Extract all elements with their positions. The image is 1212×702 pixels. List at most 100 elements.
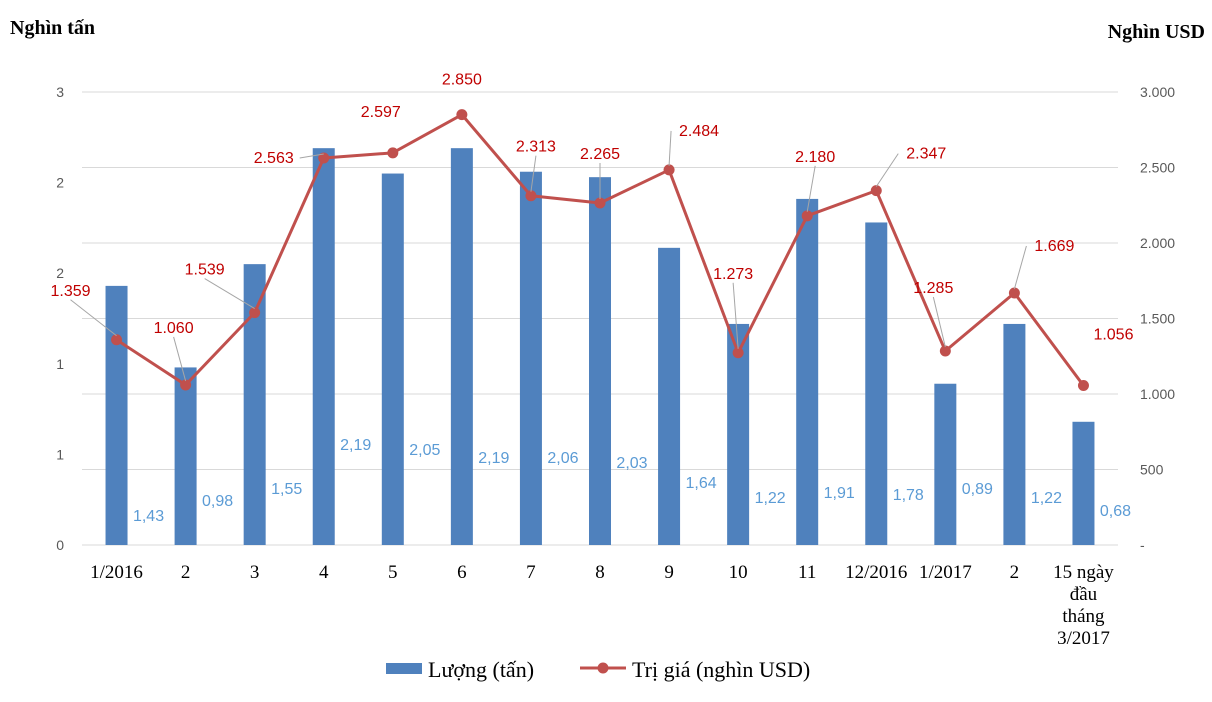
bar	[519, 171, 542, 545]
leader-line	[70, 299, 117, 337]
bar	[796, 198, 819, 545]
legend: Lượng (tấn) Trị giá (nghìn USD)	[386, 657, 810, 682]
line-data-label: 2.313	[516, 139, 556, 156]
x-tick-label: 11	[798, 562, 816, 583]
bar	[174, 367, 197, 545]
line-data-label: 1.539	[185, 262, 225, 279]
y-left-tick-label: 3	[56, 84, 64, 100]
y-left-tick-label: 0	[56, 537, 64, 553]
line-marker	[732, 347, 744, 359]
leader-line	[668, 130, 672, 166]
leader-line	[732, 282, 739, 349]
y-right-tick-label: 2.000	[1140, 235, 1175, 251]
bar-series	[105, 148, 1095, 546]
line-data-label: 1.273	[713, 266, 753, 283]
bar-data-label: 1,78	[893, 487, 924, 504]
bar-data-label: 1,64	[685, 475, 716, 492]
line-data-label: 2.265	[580, 146, 620, 163]
bar-data-label: 0,98	[202, 493, 233, 510]
x-tick-label: 1/2017	[919, 562, 972, 583]
line-data-label: 2.850	[442, 72, 482, 89]
line-marker	[939, 345, 951, 357]
line-data-labels: 1.359 1.060 1.539 2.563 2.597 2.850 2.313 2.265…	[51, 72, 1134, 344]
leader-line	[932, 296, 946, 348]
line-data-label: 1.285	[913, 280, 953, 297]
bar-data-label: 0,68	[1100, 503, 1131, 520]
y-left-tick-label: 1	[56, 356, 64, 372]
leader-line	[173, 336, 187, 382]
x-tick-label: 15 ngày đầu tháng 3/2017	[1053, 562, 1114, 649]
bar-data-label: 1,55	[271, 481, 302, 498]
y-right-tick-label: -	[1140, 537, 1145, 553]
bar-data-label: 1,22	[1031, 490, 1062, 507]
bar	[450, 148, 473, 545]
bar	[312, 148, 335, 545]
bar-data-label: 1,91	[824, 485, 855, 502]
bar-data-label: 1,22	[755, 490, 786, 507]
legend-label-bar: Lượng (tấn)	[428, 657, 534, 682]
line-marker	[180, 379, 192, 391]
x-tick-label: 9	[664, 562, 674, 583]
line-marker	[456, 109, 468, 121]
bar	[934, 383, 957, 545]
line-data-label: 2.347	[906, 146, 946, 163]
leader-line	[875, 153, 899, 187]
y-right-tick-labels: - 500 1.000 1.500 2.000 2.500 3.000	[1140, 84, 1175, 553]
bar	[105, 285, 128, 545]
x-tick-label: 2	[1010, 562, 1020, 583]
line-marker	[801, 210, 813, 222]
x-tick-label: 5	[388, 562, 398, 583]
bar	[381, 173, 404, 546]
legend-label-line: Trị giá (nghìn USD)	[632, 657, 810, 682]
leader-line	[806, 165, 816, 212]
bar-data-label: 2,19	[340, 437, 371, 454]
line-marker	[318, 152, 330, 164]
x-tick-label: 10	[729, 562, 748, 583]
bar	[727, 323, 750, 545]
y-left-tick-label: 1	[56, 446, 64, 462]
line-marker	[525, 190, 537, 202]
leader-line	[1013, 245, 1027, 290]
line-data-label: 1.060	[154, 320, 194, 337]
line-marker	[111, 334, 123, 346]
bar-data-label: 2,19	[478, 450, 509, 467]
line-data-label: 1.359	[51, 283, 91, 300]
bar	[589, 177, 611, 545]
y-right-tick-label: 500	[1140, 462, 1164, 478]
x-tick-label: 3	[250, 562, 260, 583]
line-marker	[1077, 380, 1089, 392]
line-marker	[594, 197, 606, 209]
line-data-label: 1.669	[1034, 238, 1074, 255]
y-left-tick-label: 2	[56, 175, 64, 191]
x-tick-label: 4	[319, 562, 329, 583]
bar	[1003, 323, 1026, 545]
bar	[658, 247, 681, 545]
line-marker	[663, 164, 675, 176]
bar-data-label: 2,03	[616, 455, 647, 472]
bar-data-label: 0,89	[962, 481, 993, 498]
line-data-label: 2.180	[795, 149, 835, 166]
x-tick-label: 7	[526, 562, 536, 583]
leader-line	[204, 278, 255, 310]
y-left-tick-label: 2	[56, 265, 64, 281]
line-data-label: 1.056	[1093, 327, 1133, 344]
line-marker	[249, 307, 261, 319]
line-series	[111, 109, 1089, 392]
line-marker	[387, 147, 399, 159]
bar	[243, 264, 266, 545]
bar-data-label: 1,43	[133, 508, 164, 525]
bar	[1072, 421, 1095, 545]
label-leader-lines	[70, 130, 1027, 382]
line-marker	[1008, 287, 1020, 299]
x-tick-label: 2	[181, 562, 191, 583]
leader-line	[299, 153, 324, 159]
y-right-tick-label: 2.500	[1140, 160, 1175, 176]
line-data-label: 2.484	[679, 123, 719, 140]
bar-data-label: 2,06	[547, 450, 578, 467]
x-tick-label: 8	[595, 562, 605, 583]
bar-data-label: 2,05	[409, 442, 440, 459]
y-left-tick-labels: 0 1 1 2 2 3	[56, 84, 64, 553]
y-right-tick-label: 1.500	[1140, 311, 1175, 327]
y-right-tick-label: 1.000	[1140, 386, 1175, 402]
